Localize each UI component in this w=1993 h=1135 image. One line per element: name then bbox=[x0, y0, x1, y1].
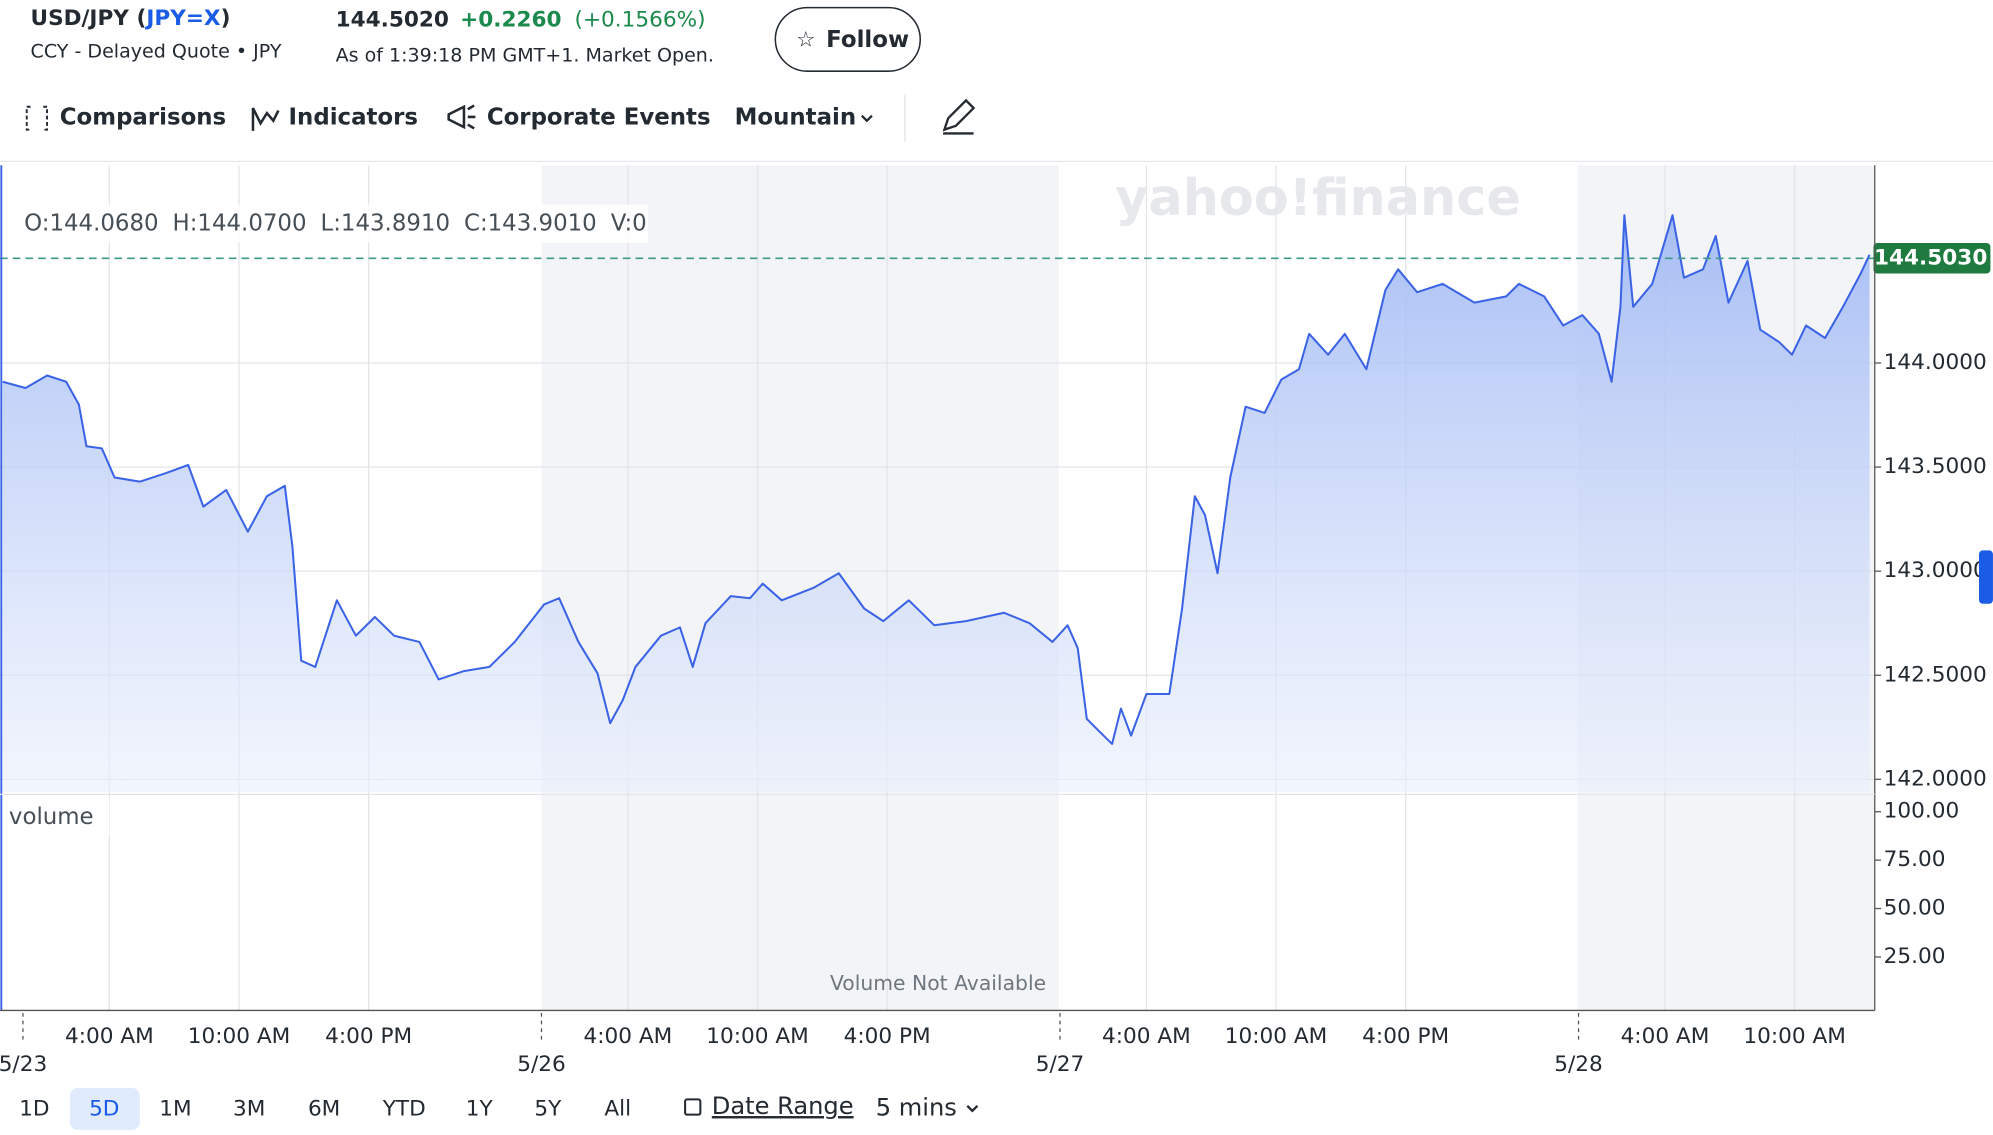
toolbar-label: Mountain bbox=[735, 105, 856, 131]
range-button[interactable]: 6M bbox=[308, 1097, 340, 1122]
selected-bg bbox=[69, 1087, 140, 1130]
icon bbox=[251, 107, 280, 131]
range-label: 3M bbox=[233, 1097, 265, 1122]
calendar-icon bbox=[684, 1098, 702, 1116]
indicators-button[interactable]: Indicators bbox=[251, 105, 418, 131]
x-tick-label: 4:00 AM bbox=[1102, 1024, 1191, 1049]
range-button[interactable]: 5D bbox=[69, 1087, 140, 1130]
y-tick-label: 50.00 bbox=[1884, 896, 1946, 921]
star-icon: ☆ bbox=[796, 28, 815, 53]
range-button[interactable]: All bbox=[604, 1097, 631, 1122]
y-tick-label: 142.5000 bbox=[1884, 662, 1987, 687]
icon bbox=[25, 105, 49, 131]
quote-title: USD/JPY (JPY=X) bbox=[31, 6, 231, 31]
current-price-badge bbox=[1873, 243, 1991, 274]
x-tick-label: 10:00 AM bbox=[706, 1024, 809, 1049]
x-date-label: 5/27 bbox=[1036, 1052, 1085, 1077]
y-tick-label: 142.0000 bbox=[1884, 766, 1987, 791]
date-range-label: Date Range bbox=[712, 1092, 854, 1120]
chevron bbox=[966, 1104, 979, 1113]
change: +0.2260 bbox=[460, 7, 561, 32]
range-label: YTD bbox=[382, 1097, 426, 1122]
x-tick-label: 4:00 AM bbox=[584, 1024, 673, 1049]
toolbar-label: Corporate Events bbox=[487, 105, 711, 131]
follow-outline bbox=[774, 6, 922, 72]
ohlc-value: O:144.0680 bbox=[24, 210, 158, 236]
range-button[interactable]: 1D bbox=[19, 1097, 49, 1122]
pencil-icon bbox=[942, 98, 976, 135]
interval-label: 5 mins bbox=[876, 1093, 957, 1121]
ohlc-value: C:143.9010 bbox=[464, 210, 597, 236]
ohlc-value: H:144.0700 bbox=[173, 210, 307, 236]
comparisons-button[interactable]: Comparisons bbox=[25, 105, 226, 131]
ohlc-value: L:143.8910 bbox=[320, 210, 450, 236]
price-line bbox=[2, 214, 1871, 745]
interval-button[interactable]: 5 mins bbox=[876, 1093, 979, 1121]
y-tick-label: 25.00 bbox=[1884, 944, 1946, 969]
corporate-events-button[interactable]: Corporate Events bbox=[447, 104, 711, 131]
volume-annotation: Volume Not Available bbox=[830, 971, 1046, 995]
y-tick-label: 143.5000 bbox=[1884, 454, 1987, 479]
y-tick-label: 144.0000 bbox=[1884, 350, 1987, 375]
x-tick-label: 4:00 AM bbox=[65, 1024, 154, 1049]
date-range-button[interactable]: Date Range bbox=[684, 1092, 854, 1120]
range-label: 5D bbox=[89, 1097, 119, 1122]
range-label: 1Y bbox=[466, 1097, 494, 1122]
chevron bbox=[860, 114, 873, 123]
range-button[interactable]: 1M bbox=[159, 1097, 191, 1122]
x-tick-label: 10:00 AM bbox=[1743, 1024, 1846, 1049]
side-tab[interactable] bbox=[1978, 550, 1993, 604]
range-bar: 1D 5D 1M 3M 6M YTD 1Y 5Y All Date Range 5 mins bbox=[19, 1087, 979, 1130]
range-label: All bbox=[604, 1097, 631, 1122]
ohlc-value: V:0 bbox=[611, 210, 647, 236]
title-part: ) bbox=[221, 6, 231, 31]
quote-subtitle: CCY - Delayed Quote • JPY bbox=[31, 41, 282, 63]
ohlc-bg bbox=[15, 204, 649, 243]
draw-button[interactable] bbox=[942, 98, 976, 135]
range-label: 1M bbox=[159, 1097, 191, 1122]
y-tick-label: 75.00 bbox=[1884, 847, 1946, 872]
x-tick-label: 4:00 PM bbox=[325, 1024, 412, 1049]
toolbar-label: Comparisons bbox=[60, 105, 226, 131]
x-tick-label: 10:00 AM bbox=[1225, 1024, 1328, 1049]
range-button[interactable]: 5Y bbox=[534, 1097, 562, 1122]
toolbar-label: Indicators bbox=[289, 105, 418, 131]
y-tick-label: 100.00 bbox=[1884, 799, 1960, 824]
range-button[interactable]: YTD bbox=[382, 1097, 426, 1122]
range-label: 6M bbox=[308, 1097, 340, 1122]
watermark: yahoo!finance bbox=[1115, 168, 1521, 227]
x-date-label: 5/23 bbox=[0, 1052, 47, 1077]
session-shade bbox=[541, 165, 1059, 1011]
range-button[interactable]: 1Y bbox=[466, 1097, 494, 1122]
range-button[interactable]: 3M bbox=[233, 1097, 265, 1122]
x-tick-label: 4:00 AM bbox=[1621, 1024, 1710, 1049]
as-of: As of 1:39:18 PM GMT+1. Market Open. bbox=[336, 44, 714, 66]
icon bbox=[447, 104, 476, 130]
ohlc-readout: O:144.0680 H:144.0700 L:143.8910 C:143.9010… bbox=[24, 210, 647, 236]
chart-type-button[interactable]: Mountain bbox=[735, 105, 873, 131]
x-tick-label: 4:00 PM bbox=[844, 1024, 931, 1049]
follow-label: Follow bbox=[826, 27, 909, 53]
range-label: 1D bbox=[19, 1097, 49, 1122]
x-date-label: 5/26 bbox=[517, 1052, 566, 1077]
x-date-label: 5/28 bbox=[1554, 1052, 1603, 1077]
volume-label: volume bbox=[9, 804, 94, 830]
change-percent: (+0.1566%) bbox=[575, 7, 706, 32]
range-label: 5Y bbox=[534, 1097, 562, 1122]
x-tick-label: 4:00 PM bbox=[1362, 1024, 1449, 1049]
current-price-label: 144.5030 bbox=[1874, 245, 1987, 270]
volume-label-bg bbox=[2, 798, 110, 837]
ticker: JPY=X bbox=[144, 6, 221, 31]
area-fill bbox=[2, 215, 1870, 792]
x-tick-label: 10:00 AM bbox=[188, 1024, 291, 1049]
y-tick-label: 143.0000 bbox=[1884, 558, 1987, 583]
chart: 4:00 AM 10:00 AM 4:00 PM 4:00 AM 10:00 AM 4:0… bbox=[0, 165, 1991, 1077]
follow-button[interactable]: ☆ Follow bbox=[774, 6, 922, 72]
title-part: USD/JPY ( bbox=[31, 6, 147, 31]
price: 144.5020 bbox=[336, 7, 449, 32]
